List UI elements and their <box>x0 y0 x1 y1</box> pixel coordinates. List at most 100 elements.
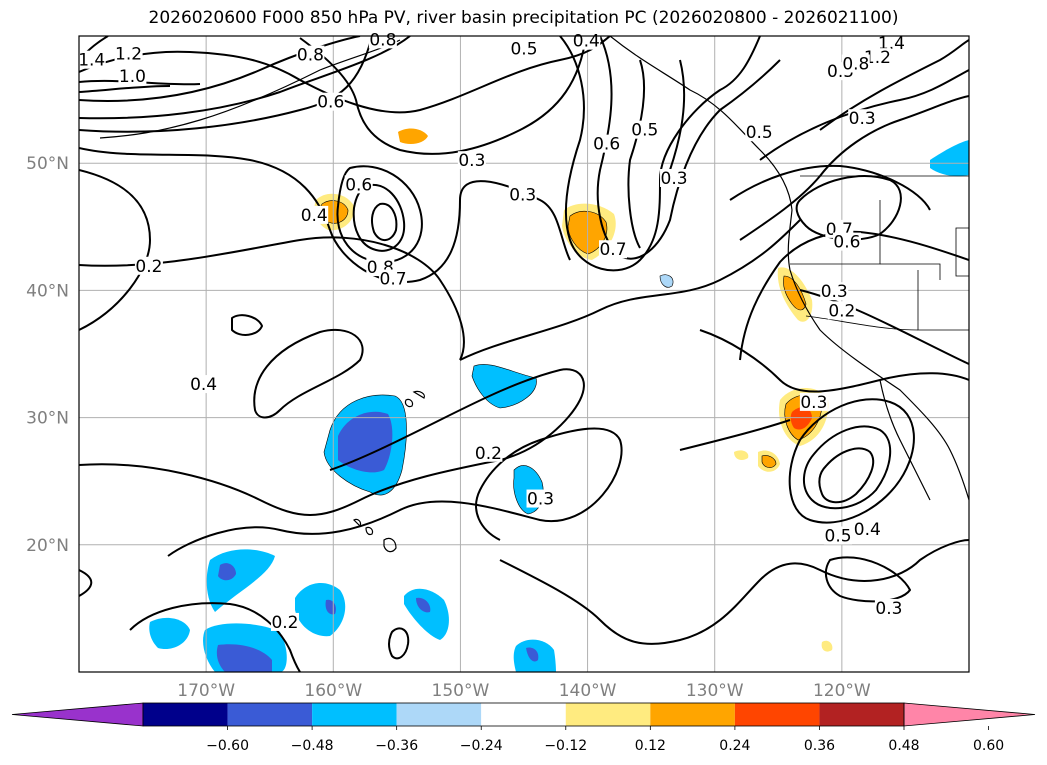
contour-labels: 1.4 1.21.00.80.8 0.5 0.40.60.30.30.60.40.80… <box>77 30 906 633</box>
contour-label-bg <box>379 269 408 288</box>
colorbar-extend-min <box>11 702 144 727</box>
contour-label-bg <box>510 39 538 58</box>
contour-label-bg <box>745 123 774 142</box>
contour-label-bg <box>508 185 537 204</box>
contour-label: 0.3 <box>821 282 848 302</box>
pv-contour <box>371 202 398 241</box>
pv-contour <box>803 425 892 510</box>
colorbar-segment <box>396 703 482 726</box>
contour-label: 0.6 <box>345 175 372 195</box>
contour-label-bg <box>877 34 906 53</box>
contour-label-bg <box>316 92 345 111</box>
contour-label: 0.2 <box>828 301 855 321</box>
contour-label: 0.5 <box>746 123 773 143</box>
colorbar-tick-label: 0.48 <box>888 738 919 754</box>
pv-contour <box>788 398 915 524</box>
pos-region-8 <box>821 640 833 652</box>
neg-core-central <box>338 411 393 473</box>
neg-core-sw1 <box>218 563 236 581</box>
contour-label: 0.8 <box>297 46 324 66</box>
contour-label-bg <box>832 232 861 251</box>
neg-region-ne <box>930 140 969 177</box>
pv-contour <box>596 36 781 260</box>
colorbar-segment <box>143 703 228 726</box>
island-hawaii-2 <box>365 526 374 536</box>
border-state-2 <box>880 263 941 280</box>
pv-contour <box>79 36 411 120</box>
pv-contour <box>499 539 969 645</box>
colorbar-frame <box>142 702 905 727</box>
contour-label-bg <box>863 48 892 67</box>
pv-contour <box>79 36 361 102</box>
pv-contour <box>79 36 611 114</box>
map-frame <box>78 35 970 673</box>
pv-contour <box>739 230 969 361</box>
colorbar-segment <box>481 703 566 726</box>
border-state-5 <box>805 315 919 331</box>
pv-contour <box>559 36 761 272</box>
pv-contour <box>759 69 969 161</box>
colorbar-tick-label: −0.12 <box>544 738 587 754</box>
neg-region-s1 <box>404 588 449 640</box>
contour-label-bg <box>848 109 877 128</box>
lat-tick-label: 30°N <box>26 409 69 429</box>
island-small <box>404 398 414 408</box>
contour-label: 0.8 <box>842 55 869 75</box>
contour-label-bg <box>841 54 870 73</box>
contour-label: 0.7 <box>599 240 626 260</box>
contour-label-bg <box>118 67 147 86</box>
contour-label-bg <box>344 175 373 194</box>
lon-tick-label: 120°W <box>813 681 871 701</box>
contour-label-bg <box>824 526 853 545</box>
neg-small-1 <box>659 274 674 288</box>
contour-label-bg <box>189 375 218 394</box>
colorbar-tick-label: 0.60 <box>973 738 1004 754</box>
pv-contour <box>679 419 791 451</box>
colorbar-tick-label: −0.36 <box>375 738 418 754</box>
contour-label-bg <box>114 44 143 63</box>
lat-tick-label: 40°N <box>26 281 69 301</box>
neg-core-s2 <box>526 647 539 662</box>
pv-contour <box>167 427 623 557</box>
pv-contour <box>729 164 931 211</box>
border-state-4 <box>955 227 969 277</box>
contour-label: 0.3 <box>875 599 902 619</box>
contour-label-bg <box>457 151 486 170</box>
contour-label: 1.2 <box>864 48 891 68</box>
contour-label: 1.2 <box>115 44 142 64</box>
neg-region-sw4 <box>295 583 346 637</box>
lat-tick-label: 50°N <box>26 154 69 174</box>
coastline-na <box>609 36 969 501</box>
island-hawaii-1 <box>383 537 397 553</box>
contour-label-bg <box>630 120 659 139</box>
neg-region-east <box>471 364 537 409</box>
contour-label-bg <box>660 169 689 188</box>
colorbar-segment <box>650 703 735 726</box>
coastline-baja <box>879 379 931 501</box>
colorbar-segment <box>819 703 904 726</box>
contour-label-bg <box>526 489 555 508</box>
neg-core-sw2 <box>216 644 272 672</box>
contour-label-bg <box>77 50 106 69</box>
pos-region-3 <box>398 128 428 144</box>
pv-contour <box>79 36 373 133</box>
pos-region-7 <box>734 450 749 460</box>
aleutian-chain <box>99 39 401 139</box>
contour-label: 0.3 <box>527 490 554 510</box>
contour-label: 0.2 <box>475 444 502 464</box>
colorbar-tick-label: 0.12 <box>635 738 666 754</box>
neg-region-sw3 <box>149 617 190 650</box>
pv-contour <box>388 627 410 660</box>
neg-core-s1 <box>416 597 431 613</box>
contour-label-bg <box>799 392 828 411</box>
pv-contour <box>299 36 587 155</box>
pv-contour <box>819 39 969 131</box>
contour-label-bg <box>820 282 849 301</box>
plot-title: 2026020600 F000 850 hPa PV, river basin … <box>148 8 899 28</box>
contour-label: 0.5 <box>510 39 537 59</box>
pv-contour <box>253 329 364 419</box>
pv-contour <box>352 183 406 252</box>
pv-contour <box>818 447 875 504</box>
island-small-2 <box>412 390 425 399</box>
